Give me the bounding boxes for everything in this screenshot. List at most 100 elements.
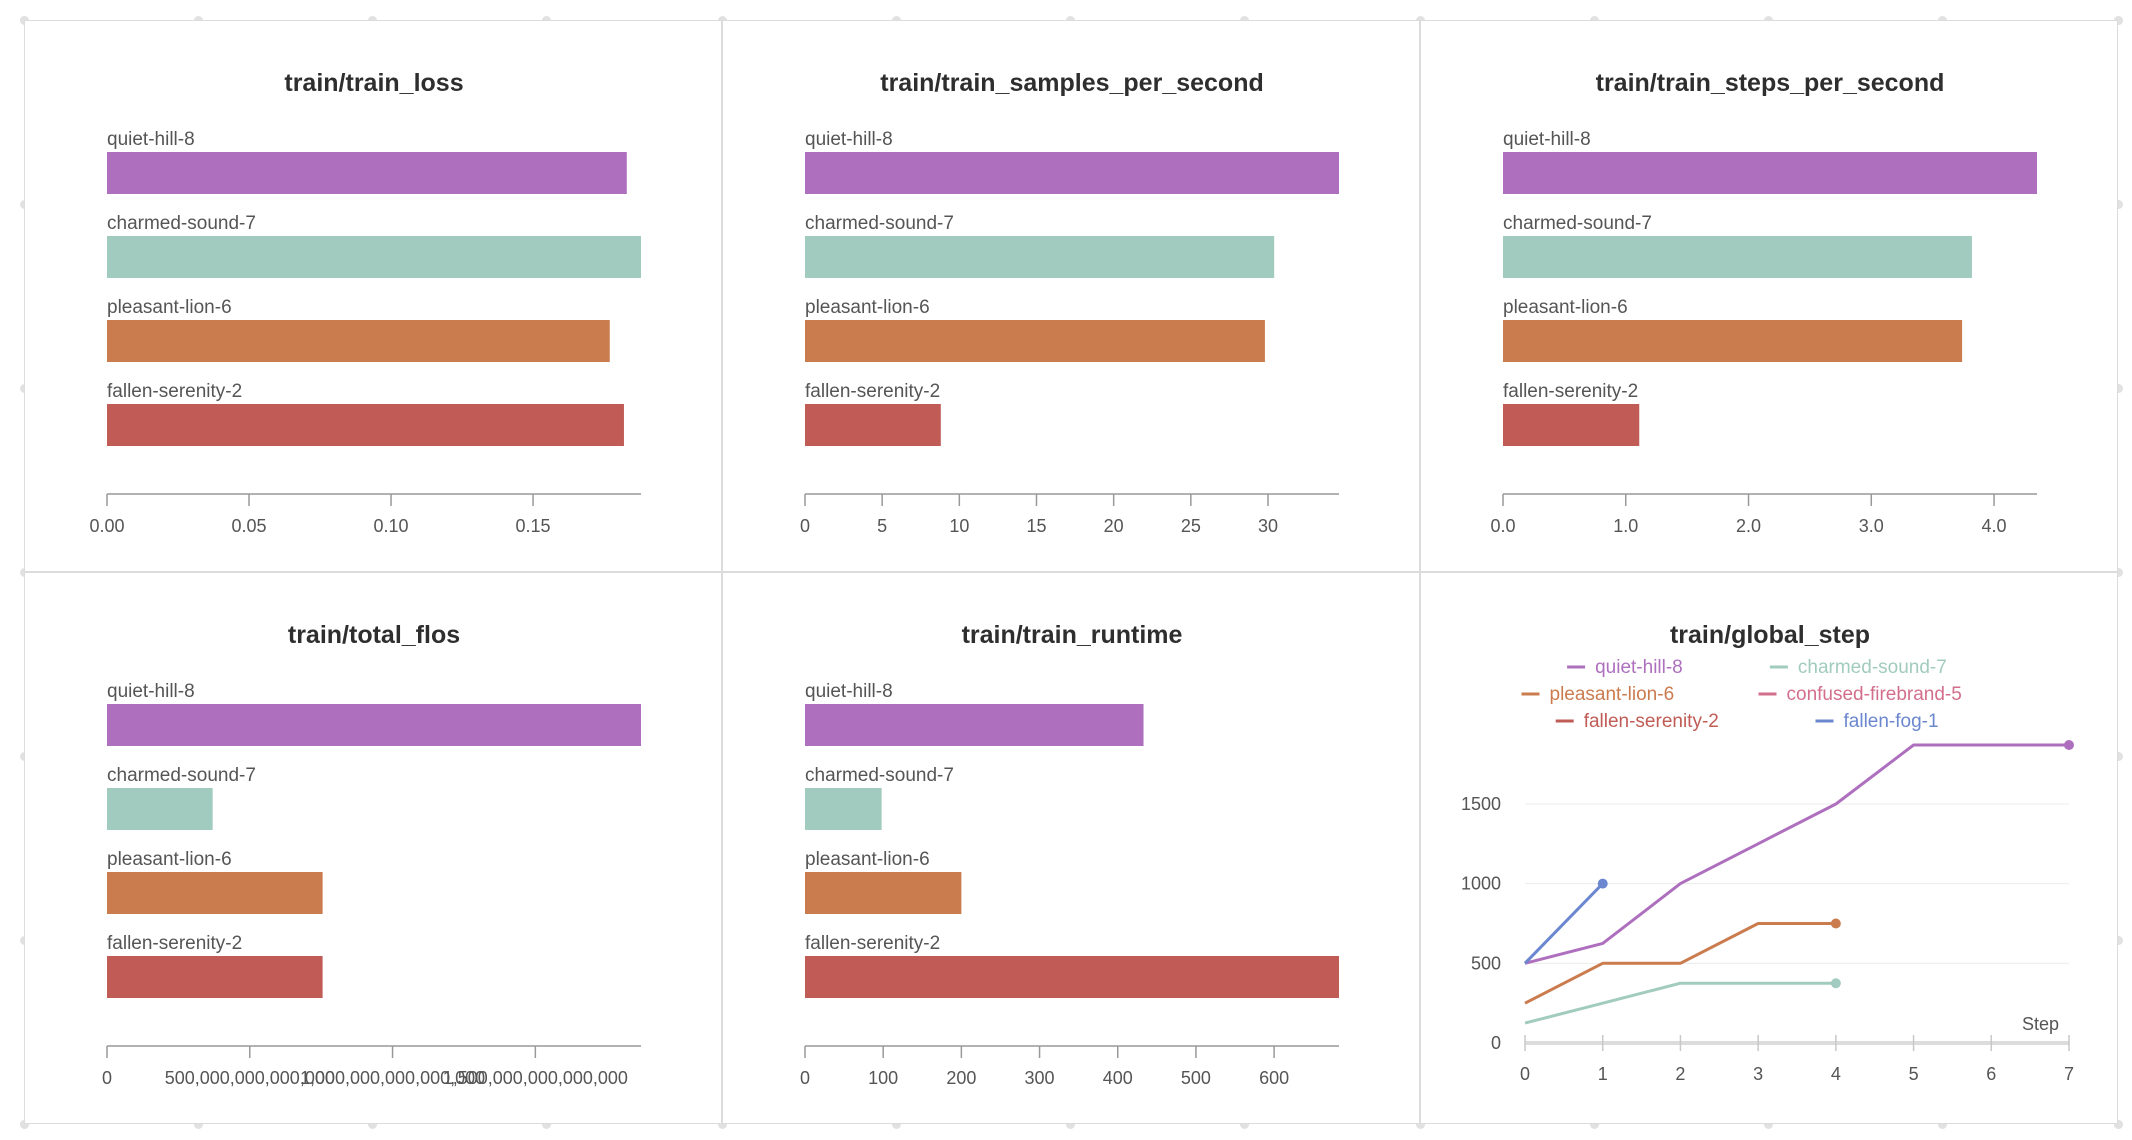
bar-fallen-serenity-2	[107, 956, 323, 998]
resize-handle-icon[interactable]	[2114, 16, 2123, 25]
x-tick-label: 3.0	[1859, 516, 1884, 536]
bar-charmed-sound-7	[805, 236, 1275, 278]
resize-handle-icon[interactable]	[368, 1120, 377, 1129]
bar-charmed-sound-7	[107, 236, 641, 278]
x-tick-label: 1,500,000,000,000,000	[443, 1068, 628, 1088]
legend-label: fallen-fog-1	[1844, 711, 1939, 732]
bar-label: quiet-hill-8	[805, 681, 893, 702]
x-tick-label: 1.0	[1613, 516, 1638, 536]
bar-quiet-hill-8	[805, 704, 1144, 746]
x-tick-label: 5	[1909, 1064, 1919, 1084]
bar-label: fallen-serenity-2	[805, 933, 940, 954]
series-endpoint-pleasant-lion-6	[1830, 918, 1841, 929]
x-tick-label: 2	[1675, 1064, 1685, 1084]
resize-handle-icon[interactable]	[2114, 752, 2123, 761]
chart-title: train/train_loss	[284, 69, 463, 97]
resize-handle-icon[interactable]	[194, 1120, 203, 1129]
bar-label: pleasant-lion-6	[107, 849, 232, 870]
legend-label: charmed-sound-7	[1798, 657, 1947, 678]
resize-handle-icon[interactable]	[2114, 384, 2123, 393]
y-tick-label: 1500	[1461, 794, 1501, 814]
bar-label: charmed-sound-7	[805, 765, 954, 786]
legend-label: confused-firebrand-5	[1787, 684, 1962, 705]
legend-label: pleasant-lion-6	[1550, 684, 1675, 705]
resize-handle-icon[interactable]	[2114, 936, 2123, 945]
bar-quiet-hill-8	[107, 704, 641, 746]
x-tick-label: 3	[1753, 1064, 1763, 1084]
x-tick-label: 5	[877, 516, 887, 536]
resize-handle-icon[interactable]	[1590, 1120, 1599, 1129]
legend-label: quiet-hill-8	[1595, 657, 1683, 678]
resize-handle-icon[interactable]	[1764, 1120, 1773, 1129]
series-endpoint-quiet-hill-8	[2064, 740, 2074, 750]
chart-svg: train/train_loss quiet-hill-8 charmed-soun…	[89, 69, 641, 536]
chart-panel[interactable]: train/total_flos quiet-hill-8 charmed-soun…	[24, 572, 722, 1124]
resize-handle-icon[interactable]	[2114, 1120, 2123, 1129]
resize-handle-icon[interactable]	[892, 1120, 901, 1129]
x-tick-label: 0	[102, 1068, 112, 1088]
resize-handle-icon[interactable]	[20, 1120, 29, 1129]
bar-label: charmed-sound-7	[107, 213, 256, 234]
bar-quiet-hill-8	[805, 152, 1339, 194]
bar-label: quiet-hill-8	[805, 129, 893, 150]
x-tick-label: 400	[1103, 1068, 1133, 1088]
bar-pleasant-lion-6	[107, 872, 323, 914]
bar-charmed-sound-7	[107, 788, 213, 830]
resize-handle-icon[interactable]	[2114, 200, 2123, 209]
x-tick-label: 0.10	[374, 516, 409, 536]
bar-pleasant-lion-6	[1503, 320, 1963, 362]
bar-fallen-serenity-2	[805, 404, 941, 446]
bar-pleasant-lion-6	[805, 320, 1265, 362]
chart-panel[interactable]: train/train_loss quiet-hill-8 charmed-soun…	[24, 20, 722, 572]
chart-title: train/train_samples_per_second	[880, 69, 1264, 97]
bar-quiet-hill-8	[1503, 152, 2037, 194]
bar-fallen-serenity-2	[1503, 404, 1640, 446]
bar-pleasant-lion-6	[107, 320, 610, 362]
bar-label: quiet-hill-8	[107, 681, 195, 702]
resize-handle-icon[interactable]	[542, 1120, 551, 1129]
bar-label: charmed-sound-7	[805, 213, 954, 234]
x-tick-label: 1,000,000,000,000,000	[300, 1068, 485, 1088]
resize-handle-icon[interactable]	[1938, 1120, 1947, 1129]
resize-handle-icon[interactable]	[1416, 1120, 1425, 1129]
bar-label: pleasant-lion-6	[1503, 297, 1628, 318]
x-tick-label: 600	[1259, 1068, 1289, 1088]
chart-title: train/global_step	[1670, 621, 1870, 649]
resize-handle-icon[interactable]	[2114, 568, 2123, 577]
x-tick-label: 100	[868, 1068, 898, 1088]
bar-fallen-serenity-2	[107, 404, 624, 446]
chart-svg: train/train_samples_per_second quiet-hill…	[800, 69, 1339, 536]
bar-fallen-serenity-2	[805, 956, 1339, 998]
chart-svg: train/train_runtime quiet-hill-8 charmed-s…	[800, 621, 1339, 1088]
legend-label: fallen-serenity-2	[1584, 711, 1719, 732]
x-tick-label: 300	[1025, 1068, 1055, 1088]
x-tick-label: 0	[800, 516, 810, 536]
resize-handle-icon[interactable]	[1240, 1120, 1249, 1129]
bar-label: charmed-sound-7	[107, 765, 256, 786]
series-line-charmed-sound-7	[1524, 981, 1836, 1025]
bar-pleasant-lion-6	[805, 872, 962, 914]
chart-svg: train/global_step quiet-hill-8 charmed-sou…	[1461, 621, 2074, 1084]
x-tick-label: 2.0	[1736, 516, 1761, 536]
chart-title: train/train_steps_per_second	[1596, 69, 1945, 97]
chart-svg: train/total_flos quiet-hill-8 charmed-soun…	[102, 621, 641, 1088]
bar-label: pleasant-lion-6	[805, 297, 930, 318]
chart-panel[interactable]: train/global_step quiet-hill-8 charmed-sou…	[1420, 572, 2118, 1124]
x-tick-label: 0	[1520, 1064, 1530, 1084]
chart-panel[interactable]: train/train_samples_per_second quiet-hill…	[722, 20, 1420, 572]
chart-panel[interactable]: train/train_runtime quiet-hill-8 charmed-s…	[722, 572, 1420, 1124]
x-tick-label: 25	[1181, 516, 1201, 536]
x-tick-label: 0.15	[516, 516, 551, 536]
bar-label: fallen-serenity-2	[107, 381, 242, 402]
x-tick-label: 6	[1986, 1064, 1996, 1084]
chart-panel[interactable]: train/train_steps_per_second quiet-hill-8…	[1420, 20, 2118, 572]
resize-handle-icon[interactable]	[718, 1120, 727, 1129]
bar-charmed-sound-7	[1503, 236, 1972, 278]
series-endpoint-fallen-fog-1	[1597, 878, 1608, 889]
bar-label: pleasant-lion-6	[805, 849, 930, 870]
bar-label: fallen-serenity-2	[107, 933, 242, 954]
bar-label: pleasant-lion-6	[107, 297, 232, 318]
x-tick-label: 0	[800, 1068, 810, 1088]
resize-handle-icon[interactable]	[1066, 1120, 1075, 1129]
y-tick-label: 0	[1491, 1033, 1501, 1053]
